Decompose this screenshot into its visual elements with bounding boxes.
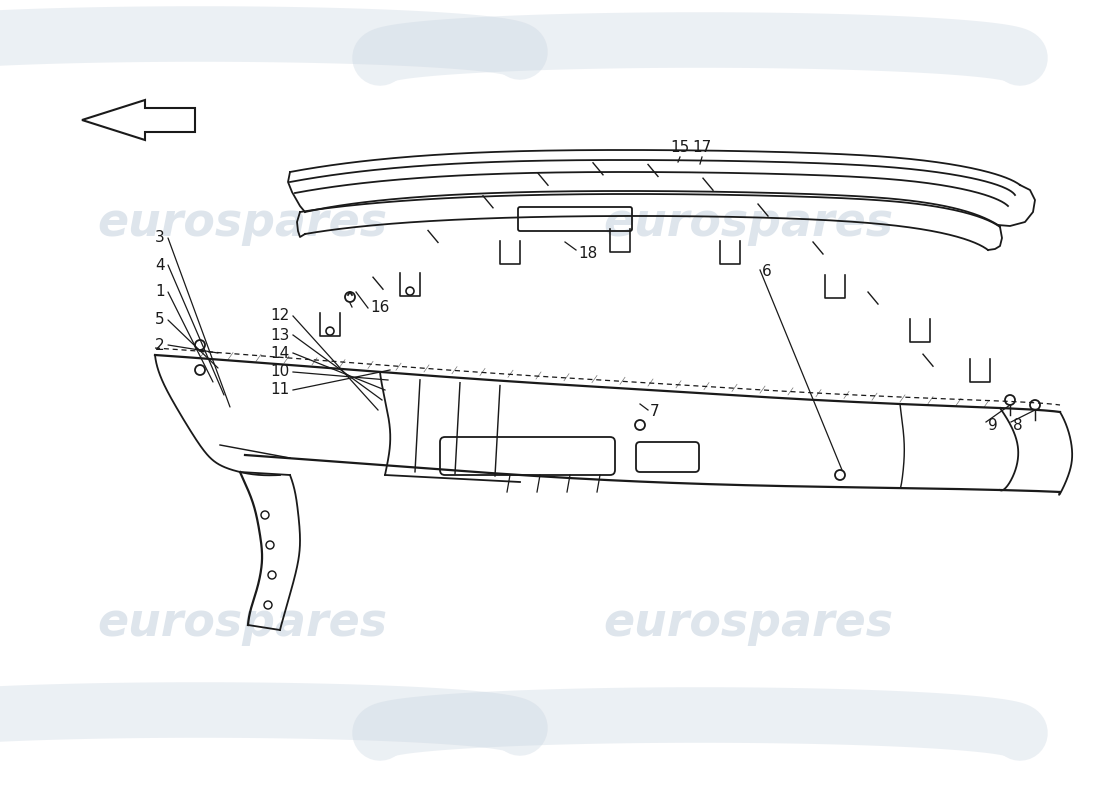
Text: 3: 3 (155, 230, 165, 246)
Text: 2: 2 (155, 338, 165, 353)
Text: 15: 15 (670, 140, 690, 155)
Text: 16: 16 (370, 301, 389, 315)
Text: 10: 10 (271, 365, 290, 379)
Text: eurospares: eurospares (603, 602, 893, 646)
Text: eurospares: eurospares (97, 202, 387, 246)
Text: 6: 6 (762, 265, 772, 279)
Text: 1: 1 (155, 285, 165, 299)
Text: 11: 11 (271, 382, 290, 398)
Text: 8: 8 (1013, 418, 1023, 433)
Text: 4: 4 (155, 258, 165, 273)
Text: 17: 17 (692, 140, 712, 155)
Text: 18: 18 (578, 246, 597, 261)
Text: 14: 14 (271, 346, 290, 361)
Text: eurospares: eurospares (97, 602, 387, 646)
Text: 7: 7 (650, 405, 660, 419)
Text: 9: 9 (988, 418, 998, 433)
Text: 13: 13 (271, 327, 290, 342)
Text: 5: 5 (155, 313, 165, 327)
Text: 12: 12 (271, 309, 290, 323)
Text: eurospares: eurospares (603, 202, 893, 246)
